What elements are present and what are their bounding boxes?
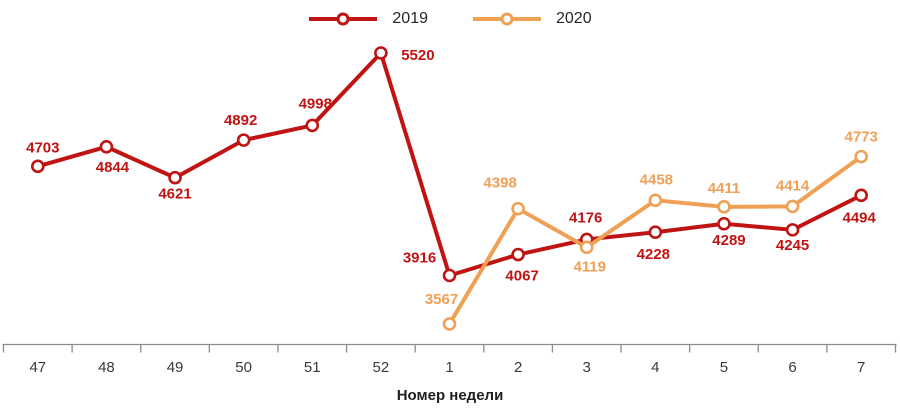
marker-2020-week-2 — [511, 201, 525, 216]
marker-2020-week-6 — [785, 199, 800, 214]
marker-2020-week-3 — [579, 240, 594, 255]
x-tick-label-2: 2 — [514, 359, 522, 376]
x-axis-title: Номер недели — [396, 387, 504, 404]
data-label-2020-week-1: 3567 — [425, 291, 458, 308]
legend-item-2019[interactable]: 2019 — [308, 11, 428, 27]
data-label-2020-week-4: 4458 — [640, 171, 673, 188]
data-label-2019-week-51: 4998 — [299, 95, 332, 112]
marker-2019-week-7 — [854, 188, 868, 203]
marker-2019-week-6 — [785, 223, 800, 237]
legend-item-2020[interactable]: 2020 — [472, 11, 592, 27]
data-label-2019-week-5: 4289 — [712, 232, 745, 249]
data-label-2019-week-47: 4703 — [26, 139, 59, 156]
data-label-2020-week-2: 4398 — [483, 175, 516, 192]
marker-2019-week-4 — [648, 225, 663, 240]
x-tick-label-7: 7 — [857, 359, 865, 376]
x-tick-label-51: 51 — [304, 359, 321, 376]
data-label-2020-week-5: 4411 — [708, 180, 741, 197]
data-label-2019-week-6: 4245 — [776, 237, 809, 254]
marker-2020-week-5 — [717, 200, 731, 214]
data-label-2019-week-49: 4621 — [158, 186, 191, 203]
x-tick-label-50: 50 — [235, 359, 252, 376]
data-label-2019-week-3: 4176 — [569, 209, 602, 226]
x-tick-label-1: 1 — [445, 359, 453, 376]
marker-2019-week-52 — [374, 46, 388, 60]
marker-2019-week-48 — [99, 139, 114, 154]
marker-2019-week-2 — [511, 247, 525, 262]
x-tick-label-49: 49 — [167, 359, 184, 376]
x-tick-label-48: 48 — [98, 359, 115, 376]
marker-2020-week-7 — [854, 149, 868, 164]
x-tick-label-6: 6 — [788, 359, 796, 376]
marker-2019-week-5 — [717, 216, 731, 231]
x-tick-label-3: 3 — [583, 359, 591, 376]
data-label-2020-week-6: 4414 — [776, 177, 810, 194]
marker-2019-week-1 — [442, 268, 457, 283]
legend-label-2020: 2020 — [556, 10, 592, 27]
marker-2019-week-50 — [236, 133, 251, 147]
x-tick-label-5: 5 — [720, 359, 728, 376]
marker-2020-week-1 — [442, 317, 457, 331]
data-label-2019-week-52: 5520 — [401, 47, 434, 64]
data-label-2020-week-3: 4119 — [573, 258, 606, 275]
x-tick-label-4: 4 — [651, 359, 659, 376]
x-tick-label-47: 47 — [29, 359, 46, 376]
data-label-2019-week-4: 4228 — [637, 246, 670, 263]
marker-2020-week-4 — [648, 193, 663, 208]
marker-2019-week-51 — [305, 118, 320, 133]
data-label-2019-week-50: 4892 — [224, 112, 257, 129]
data-label-2020-week-7: 4773 — [845, 129, 878, 146]
data-label-2019-week-1: 3916 — [403, 250, 436, 267]
data-label-2019-week-7: 4494 — [843, 209, 877, 226]
marker-2019-week-47 — [31, 159, 45, 174]
legend-label-2019: 2019 — [392, 10, 428, 27]
legend-swatch-2020-icon — [473, 12, 541, 26]
chart-legend: 2019 2020 — [0, 11, 900, 27]
legend-swatch-2019-icon — [309, 12, 378, 26]
data-label-2019-week-48: 4844 — [96, 159, 130, 176]
data-label-2019-week-2: 4067 — [505, 268, 538, 285]
marker-2019-week-49 — [168, 170, 182, 185]
x-tick-label-52: 52 — [373, 359, 390, 376]
